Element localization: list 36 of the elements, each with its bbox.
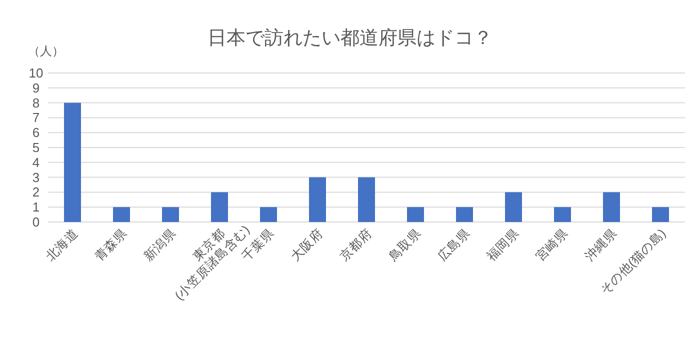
bar	[554, 207, 571, 222]
y-tick-label: 1	[32, 200, 40, 215]
y-tick-label: 8	[32, 95, 40, 110]
y-tick-label: 9	[32, 80, 40, 96]
y-tick-label: 5	[32, 140, 40, 155]
x-tick-label: 京都府	[336, 226, 375, 264]
y-tick-label: 6	[32, 125, 40, 140]
x-tick-label: 新潟県	[141, 226, 179, 264]
y-tick-label: 0	[32, 214, 40, 230]
bar	[456, 207, 473, 222]
x-tick-label: 大阪府	[287, 226, 326, 264]
bar	[162, 207, 179, 222]
bar	[407, 207, 424, 222]
bar	[260, 207, 277, 222]
bar	[358, 177, 375, 222]
bar	[211, 192, 228, 222]
x-tick-label: 広島県	[434, 226, 473, 264]
x-tick-label: 鳥取県	[385, 226, 424, 264]
bar	[652, 207, 669, 222]
bar	[309, 177, 326, 222]
y-tick-label: 4	[32, 154, 40, 170]
bar	[113, 207, 130, 222]
chart-title: 日本で訪れたい都道府県はドコ？	[208, 27, 492, 49]
x-tick-label: 青森県	[92, 226, 130, 264]
bar	[505, 192, 522, 222]
y-axis-title: （人）	[28, 44, 64, 58]
y-tick-label: 3	[32, 170, 40, 185]
y-tick-label: 10	[28, 66, 44, 80]
y-tick-label: 7	[32, 110, 40, 126]
x-tick-label: 宮崎県	[532, 226, 571, 264]
x-tick-label: 福岡県	[484, 226, 522, 264]
bar	[603, 192, 620, 222]
x-tick-label: 沖縄県	[582, 226, 620, 264]
y-tick-label: 2	[32, 184, 40, 200]
bar	[64, 102, 81, 222]
x-tick-label: 北海道	[43, 226, 81, 264]
